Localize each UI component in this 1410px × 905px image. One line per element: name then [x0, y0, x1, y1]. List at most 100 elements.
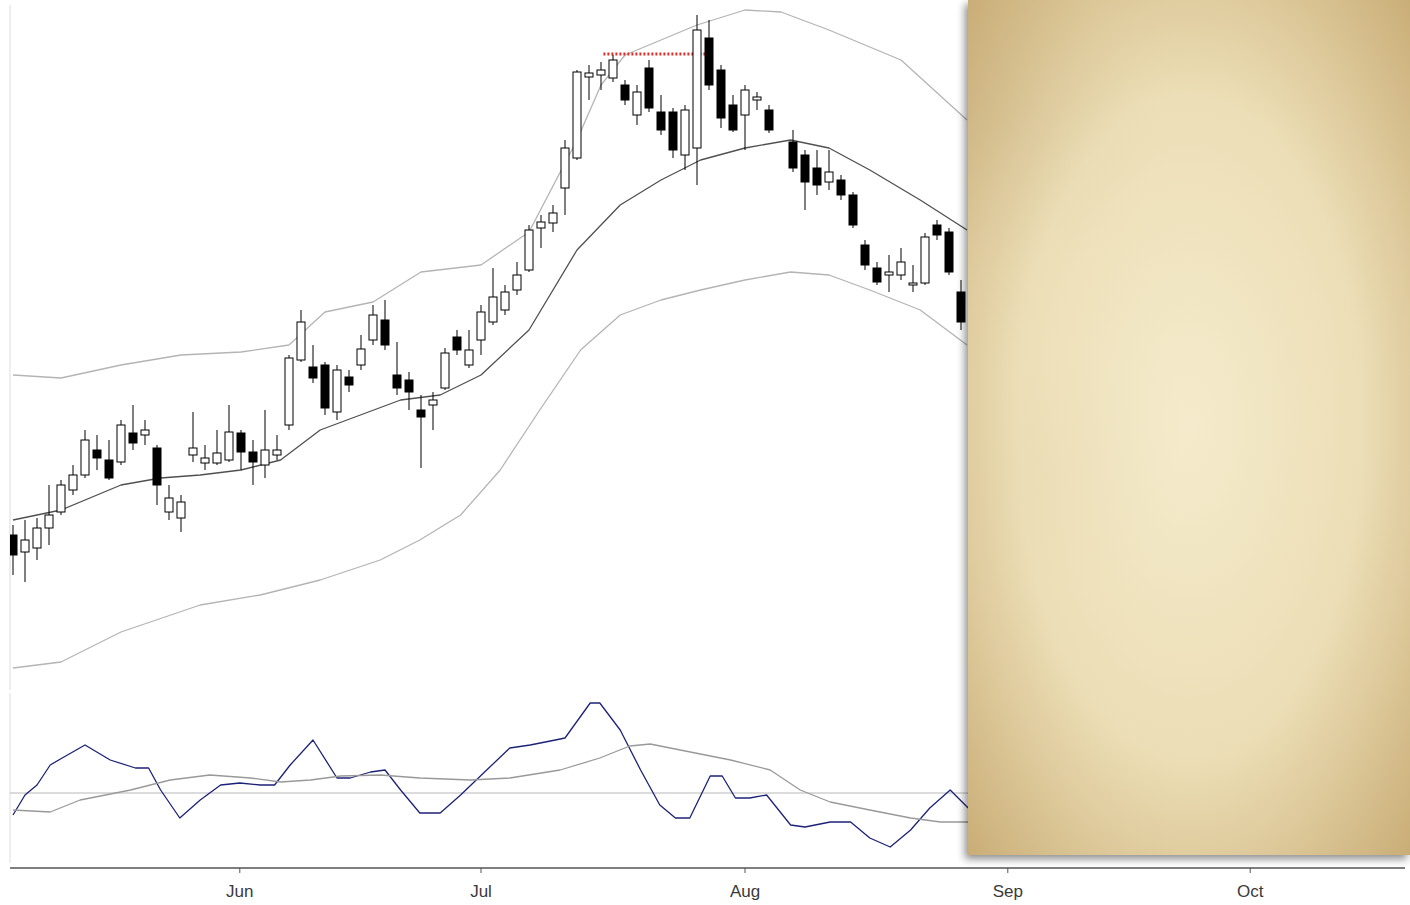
candle-body	[633, 92, 641, 115]
candle-body	[21, 540, 29, 552]
candle-body	[669, 112, 677, 150]
candle-body	[141, 430, 149, 435]
candle-body	[465, 350, 473, 365]
range-frame	[10, 5, 11, 690]
candle-wick	[421, 395, 422, 468]
line-series	[13, 140, 967, 520]
candle-wick	[829, 150, 830, 190]
candle-body	[825, 172, 833, 182]
parchment-overlay	[968, 0, 1410, 855]
candle-body	[957, 292, 965, 322]
x-axis	[10, 867, 1405, 869]
candle-body	[405, 380, 413, 392]
candle-body	[165, 498, 173, 512]
candle-body	[753, 97, 761, 100]
candle-body	[129, 433, 137, 443]
candle-body	[657, 112, 665, 130]
x-tick-label: Jul	[470, 882, 492, 901]
x-tick	[1007, 868, 1008, 873]
candle-body	[10, 535, 17, 555]
x-tick-label: Sep	[993, 882, 1023, 901]
x-tick-label: Oct	[1237, 882, 1264, 901]
candle-body	[393, 375, 401, 388]
candle-body	[681, 110, 689, 155]
candle-wick	[277, 435, 278, 460]
x-tick-label: Jun	[226, 882, 253, 901]
candle-body	[501, 292, 509, 310]
candle-body	[765, 110, 773, 130]
candle-body	[333, 370, 341, 412]
candle-body	[873, 268, 881, 282]
candle-body	[429, 400, 437, 405]
candle-body	[177, 502, 185, 518]
candle-body	[933, 225, 941, 235]
candle-body	[357, 349, 365, 365]
line-series	[13, 744, 968, 822]
candle-body	[273, 450, 281, 455]
candle-body	[537, 222, 545, 228]
x-tick-label: Aug	[730, 882, 760, 901]
candle-wick	[433, 392, 434, 430]
candle-body	[513, 275, 521, 290]
plot-area-1	[13, 703, 968, 847]
candle-body	[189, 448, 197, 455]
candle-body	[897, 262, 905, 275]
candle-body	[885, 272, 893, 275]
candle-body	[909, 283, 917, 285]
candle-body	[249, 452, 257, 462]
candle-body	[345, 377, 353, 385]
candle-body	[525, 230, 533, 270]
candle-body	[45, 515, 53, 528]
candle-body	[105, 460, 113, 478]
plot-area-0	[10, 10, 967, 668]
candle-body	[369, 315, 377, 340]
candle-body	[453, 337, 461, 350]
candle-body	[801, 155, 809, 182]
candle-wick	[757, 92, 758, 110]
candle-body	[441, 353, 449, 388]
candle-body	[489, 297, 497, 322]
candle-wick	[913, 265, 914, 292]
candle-wick	[601, 62, 602, 90]
candle-wick	[589, 65, 590, 100]
candle-body	[813, 168, 821, 185]
candle-body	[549, 213, 557, 223]
candle-body	[921, 237, 929, 283]
candle-body	[861, 245, 869, 265]
range-frame	[10, 693, 11, 863]
candle-body	[285, 358, 293, 425]
candle-body	[729, 105, 737, 130]
candle-body	[225, 432, 233, 460]
candle-body	[477, 312, 485, 340]
x-tick	[745, 868, 746, 873]
candle-body	[705, 38, 713, 85]
candle-body	[585, 73, 593, 77]
candle-body	[117, 425, 125, 462]
candle-body	[693, 30, 701, 148]
candle-body	[945, 232, 953, 272]
candle-body	[609, 60, 617, 78]
candle-body	[741, 90, 749, 115]
candle-body	[717, 70, 725, 118]
candle-body	[561, 148, 569, 188]
candle-body	[621, 85, 629, 100]
candle-body	[237, 433, 245, 452]
candle-body	[789, 142, 797, 168]
candle-body	[309, 367, 317, 378]
line-series	[13, 272, 967, 668]
x-tick	[239, 868, 240, 873]
candle-body	[93, 450, 101, 458]
x-tick	[1250, 868, 1251, 873]
candle-body	[417, 410, 425, 417]
candle-body	[849, 195, 857, 225]
candle-body	[597, 70, 605, 75]
candle-body	[261, 450, 269, 465]
candle-body	[645, 68, 653, 108]
line-series	[13, 703, 968, 847]
candle-body	[381, 320, 389, 345]
candle-body	[213, 453, 221, 463]
x-tick	[481, 868, 482, 873]
candle-body	[81, 440, 89, 475]
candle-body	[201, 458, 209, 463]
candle-body	[837, 180, 845, 195]
